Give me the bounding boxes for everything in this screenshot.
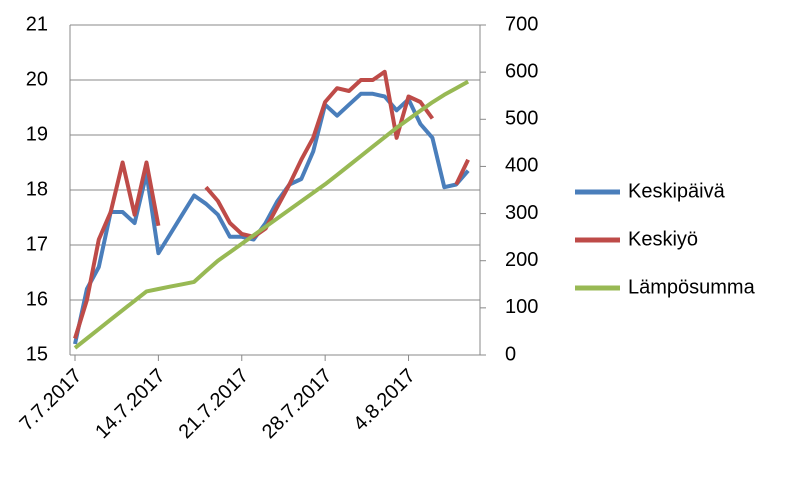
y2-tick-label: 200 bbox=[505, 249, 538, 271]
x-tick-label: 4.8.2017 bbox=[349, 365, 420, 436]
x-tick-label: 7.7.2017 bbox=[16, 365, 87, 436]
y-tick-label: 18 bbox=[26, 178, 48, 200]
y2-tick-label: 300 bbox=[505, 202, 538, 224]
y-tick-label: 16 bbox=[26, 288, 48, 310]
series-line bbox=[73, 69, 470, 340]
y2-tick-label: 700 bbox=[505, 13, 538, 35]
y2-tick-label: 400 bbox=[505, 155, 538, 177]
y-tick-label: 21 bbox=[26, 13, 48, 35]
y2-tick-label: 500 bbox=[505, 108, 538, 130]
y2-tick-label: 0 bbox=[505, 343, 516, 365]
y-tick-label: 20 bbox=[26, 68, 48, 90]
y-tick-label: 19 bbox=[26, 123, 48, 145]
y2-tick-label: 100 bbox=[505, 296, 538, 318]
legend-label: Lämpösumma bbox=[628, 276, 756, 298]
series-line bbox=[73, 91, 470, 345]
x-tick-label: 21.7.2017 bbox=[175, 365, 253, 443]
legend-label: Keskipäivä bbox=[628, 180, 726, 202]
y-tick-label: 17 bbox=[26, 233, 48, 255]
legend-label: Keskiyö bbox=[628, 228, 698, 250]
x-tick-label: 14.7.2017 bbox=[91, 365, 169, 443]
y-tick-label: 15 bbox=[26, 343, 48, 365]
y2-tick-label: 600 bbox=[505, 60, 538, 82]
x-tick-label: 28.7.2017 bbox=[258, 365, 336, 443]
series-line bbox=[73, 79, 470, 350]
